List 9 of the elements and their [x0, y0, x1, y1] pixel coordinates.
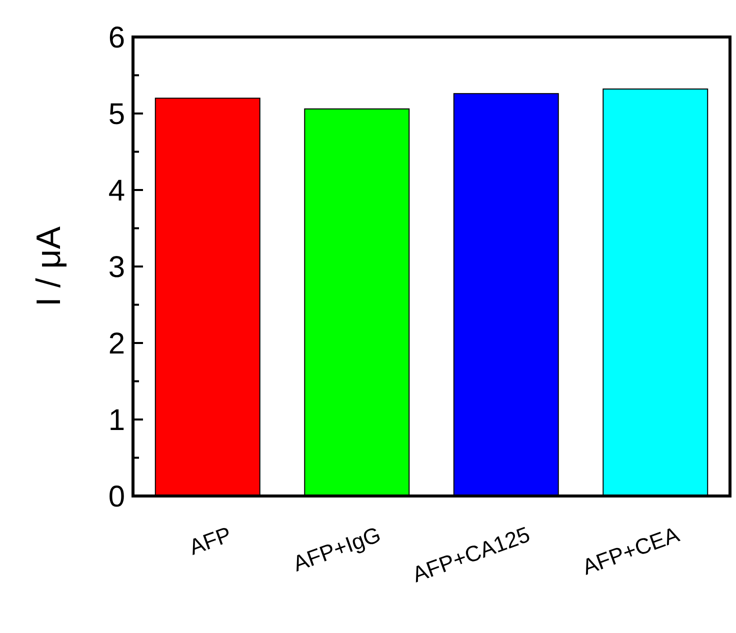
x-tick-label: AFP	[186, 522, 235, 560]
y-axis-title: I / μA	[30, 226, 68, 307]
y-tick-label: 2	[108, 328, 125, 360]
y-tick-label: 6	[108, 22, 125, 54]
y-tick-label: 3	[108, 251, 125, 284]
y-tick-label: 5	[108, 98, 125, 131]
y-tick-label: 0	[108, 480, 125, 514]
y-tick-label: 1	[108, 404, 125, 437]
y-tick-label: 4	[108, 174, 125, 208]
